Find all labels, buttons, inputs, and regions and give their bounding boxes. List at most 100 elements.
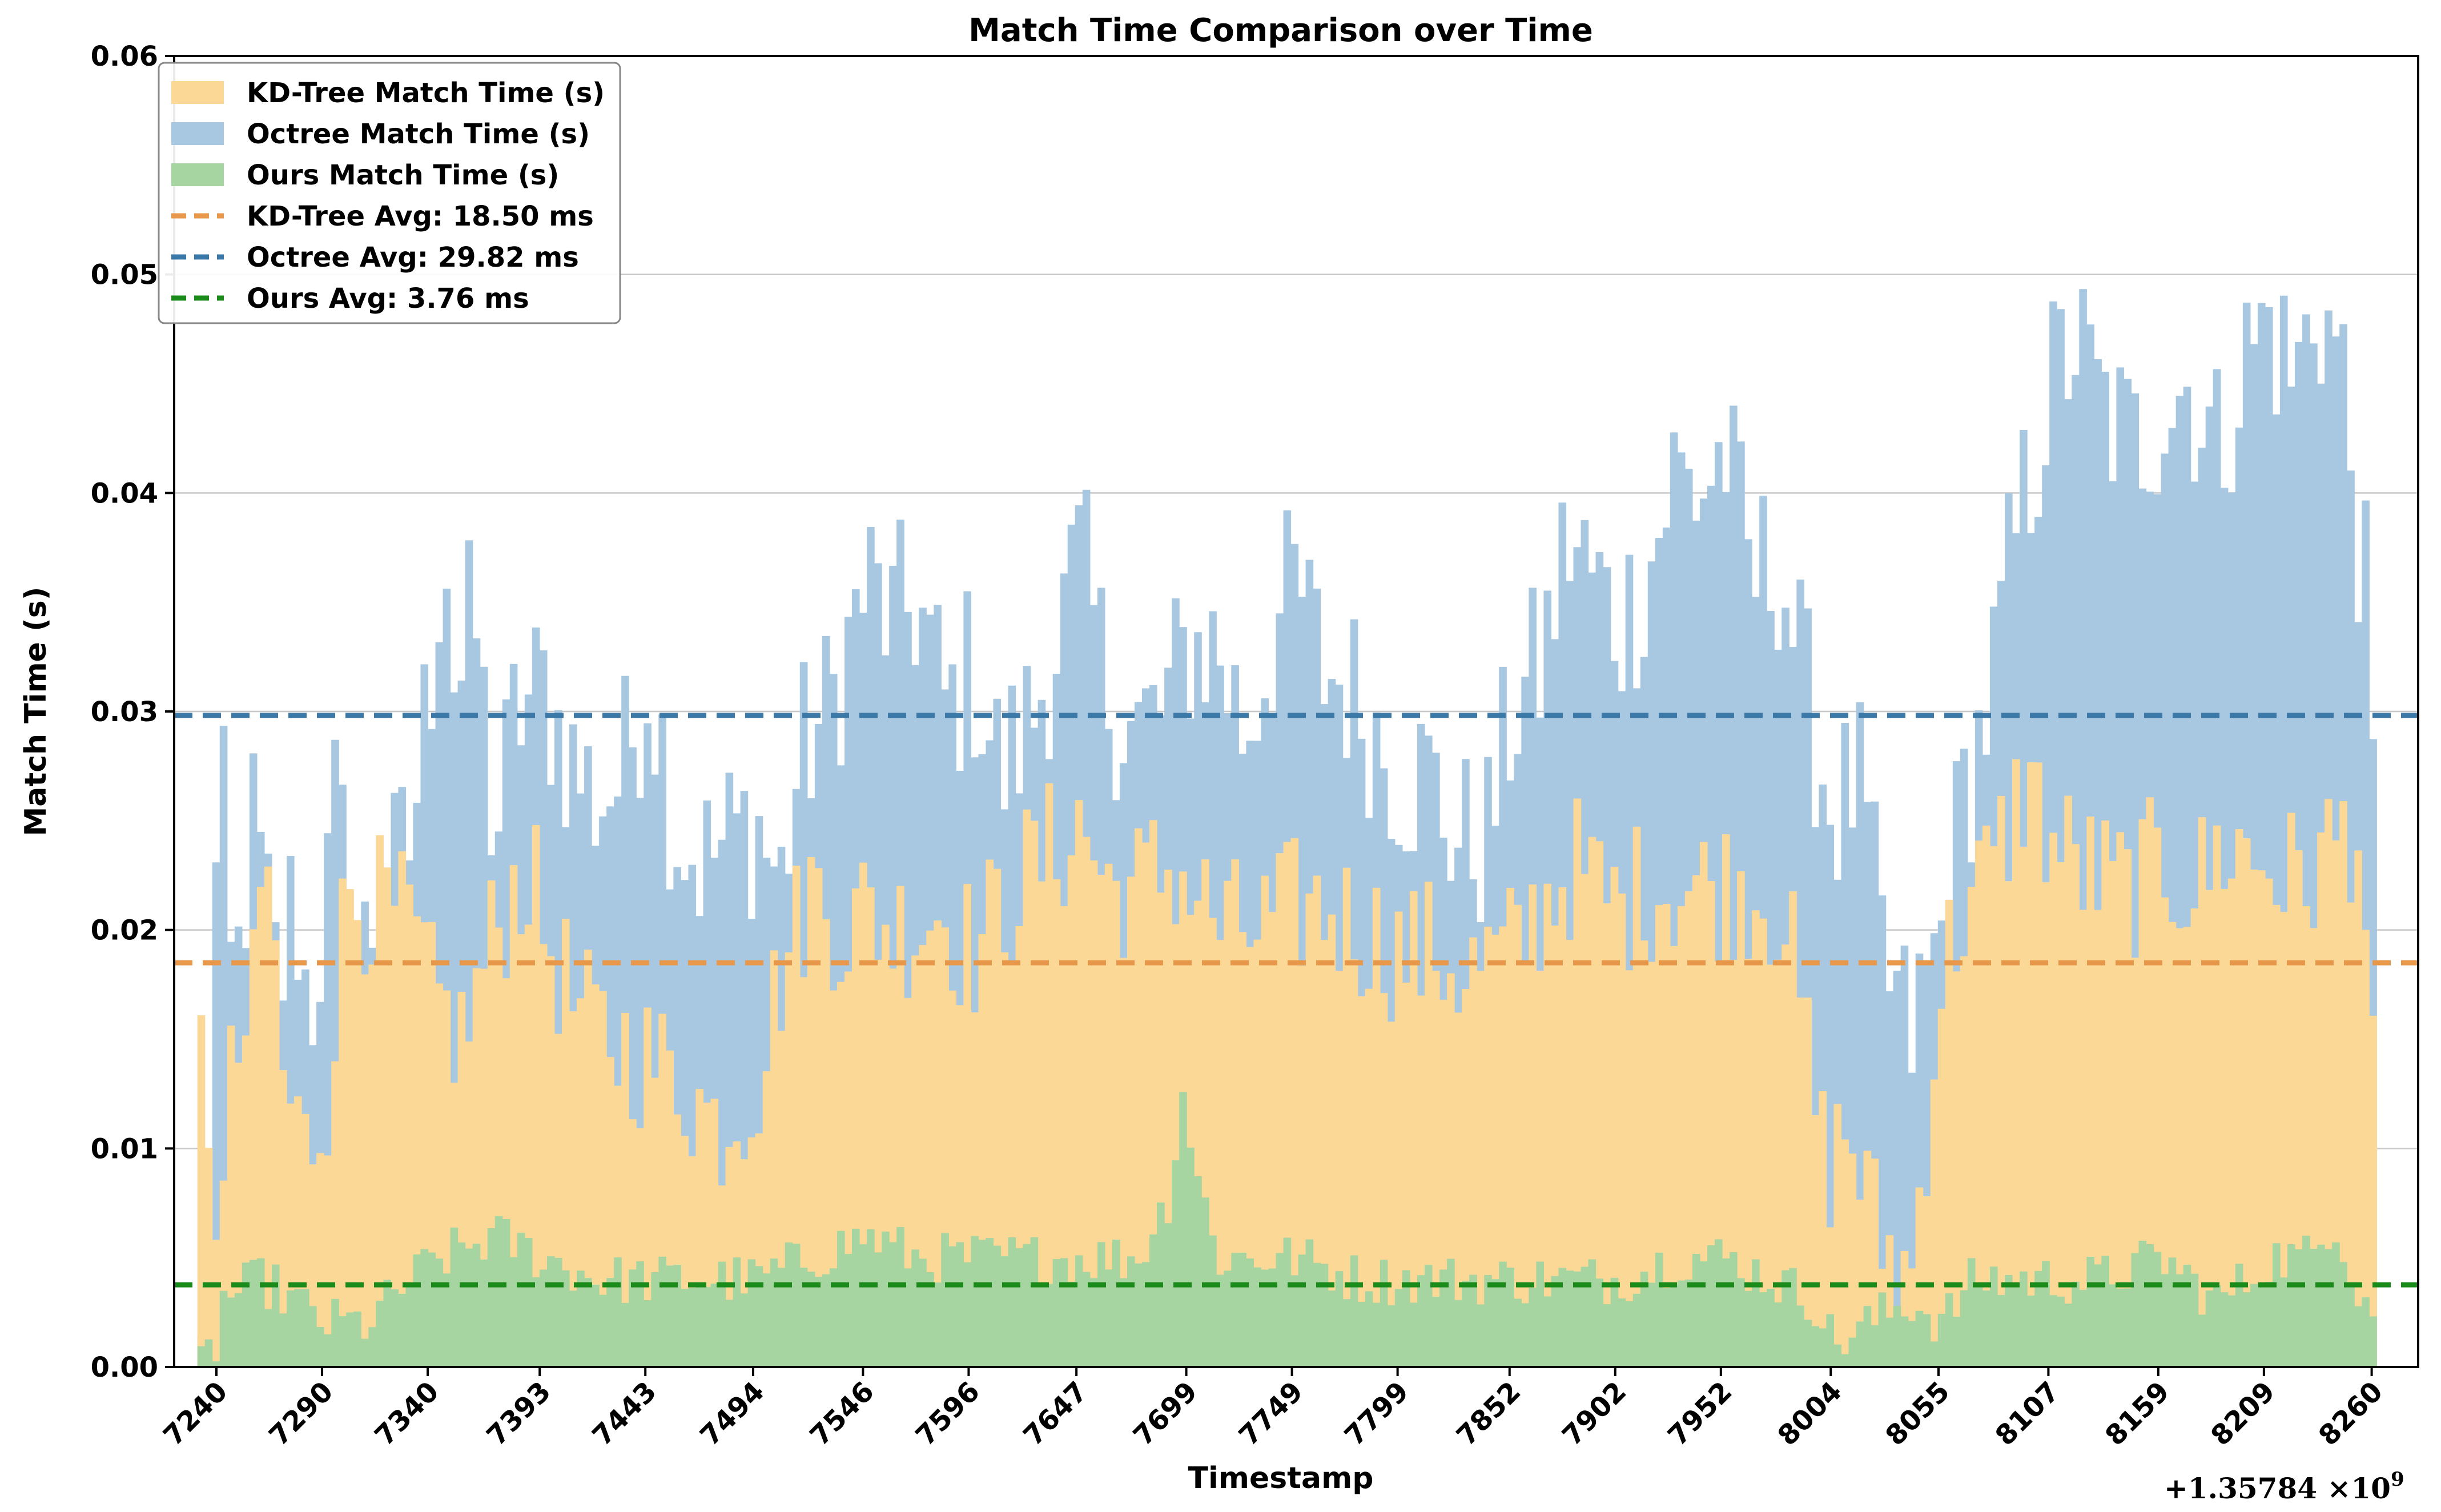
bar	[383, 867, 391, 1367]
bar	[919, 1258, 927, 1367]
bar	[1283, 1237, 1292, 1367]
bar	[941, 1233, 949, 1367]
bar	[2339, 801, 2347, 1367]
bar	[1417, 1275, 1425, 1367]
bar	[993, 868, 1002, 1367]
bar	[331, 1061, 339, 1367]
bar	[1737, 871, 1745, 1367]
bar	[1937, 1008, 1946, 1367]
bar	[1878, 1292, 1887, 1367]
y-tick-label: 0.05	[91, 259, 158, 291]
bar	[1945, 1293, 1953, 1367]
bar	[577, 1270, 585, 1367]
bar	[2287, 813, 2295, 1367]
bar	[2072, 1281, 2080, 1367]
bar	[1469, 1274, 1477, 1367]
bar	[1863, 1306, 1872, 1367]
bar	[934, 920, 942, 1367]
bar	[2227, 1295, 2236, 1367]
bar	[889, 1242, 897, 1367]
bar	[1930, 1079, 1939, 1367]
bar	[1618, 1298, 1626, 1367]
bar	[1000, 1256, 1009, 1367]
bar	[428, 1252, 436, 1367]
bar	[777, 1268, 786, 1367]
bar	[710, 1283, 719, 1367]
bar	[2354, 1306, 2362, 1367]
bar	[814, 1277, 823, 1367]
bar	[2257, 870, 2266, 1367]
bar	[1989, 846, 1998, 1367]
bar	[822, 1274, 830, 1367]
bar	[740, 1293, 749, 1367]
bar	[234, 1293, 243, 1367]
bar	[1581, 1266, 1589, 1367]
bar	[1543, 883, 1552, 1367]
bar	[2109, 1284, 2117, 1367]
bar	[882, 1231, 890, 1367]
bar	[874, 1252, 882, 1367]
bar	[792, 866, 801, 1367]
bar	[1960, 956, 1968, 1367]
bar	[1253, 1267, 1262, 1367]
bar	[2005, 1274, 2013, 1367]
bar	[539, 1269, 548, 1367]
legend-label: Octree Match Time (s)	[247, 118, 590, 150]
bar	[948, 1246, 956, 1367]
bar	[1127, 876, 1135, 1367]
bar	[561, 1270, 570, 1367]
bar	[413, 1254, 421, 1367]
bar	[2042, 1261, 2050, 1367]
bar	[1409, 891, 1418, 1367]
bar	[2146, 1244, 2154, 1367]
chart-title: Match Time Comparison over Time	[968, 12, 1593, 49]
bar	[2190, 908, 2199, 1367]
series-ours	[197, 1092, 2377, 1367]
bar	[1521, 961, 1529, 1367]
bar	[1536, 1261, 1545, 1367]
bar	[242, 1262, 250, 1367]
bar	[1290, 838, 1299, 1367]
bar	[2198, 1314, 2206, 1367]
y-tick-label: 0.02	[91, 915, 158, 947]
bar	[405, 1284, 414, 1367]
bar	[658, 1256, 666, 1367]
bar	[324, 1334, 332, 1367]
bar	[561, 919, 570, 1367]
bar	[1104, 863, 1113, 1367]
bar	[1216, 940, 1224, 1367]
bar	[1558, 887, 1567, 1367]
bar	[963, 1262, 972, 1367]
bar	[1484, 927, 1492, 1367]
bar	[1662, 904, 1671, 1367]
bar	[1610, 867, 1619, 1367]
bar	[681, 1289, 689, 1367]
bar	[2220, 1292, 2229, 1367]
bar	[1960, 1290, 1968, 1367]
bar	[376, 835, 384, 1367]
bar	[1573, 798, 1582, 1367]
bar	[606, 1278, 614, 1367]
bar	[1514, 904, 1522, 1367]
bar	[1506, 887, 1514, 1367]
bar	[1744, 959, 1752, 1367]
bar	[1930, 1341, 1939, 1367]
bar	[1394, 911, 1403, 1367]
bar	[212, 1361, 220, 1367]
bar	[1261, 875, 1269, 1367]
bar	[197, 1346, 206, 1367]
bar	[859, 1244, 867, 1367]
bar	[1595, 841, 1604, 1367]
bar	[1982, 1290, 1990, 1367]
bar	[569, 1290, 577, 1367]
bar	[1670, 946, 1678, 1367]
bar	[2124, 1288, 2132, 1367]
bar	[480, 1259, 488, 1367]
bar	[747, 1259, 756, 1367]
bar	[1320, 940, 1329, 1367]
bar	[644, 1300, 652, 1367]
bar	[532, 1277, 540, 1367]
bar	[249, 1260, 258, 1367]
bar	[1796, 1305, 1804, 1367]
bar	[1372, 1302, 1381, 1367]
